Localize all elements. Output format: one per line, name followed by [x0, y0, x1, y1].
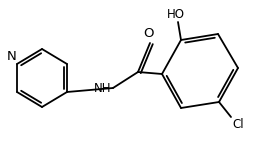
Text: Cl: Cl — [232, 118, 244, 131]
Text: N: N — [6, 50, 16, 63]
Text: NH: NH — [93, 82, 111, 95]
Text: O: O — [144, 27, 154, 40]
Text: HO: HO — [167, 8, 185, 21]
